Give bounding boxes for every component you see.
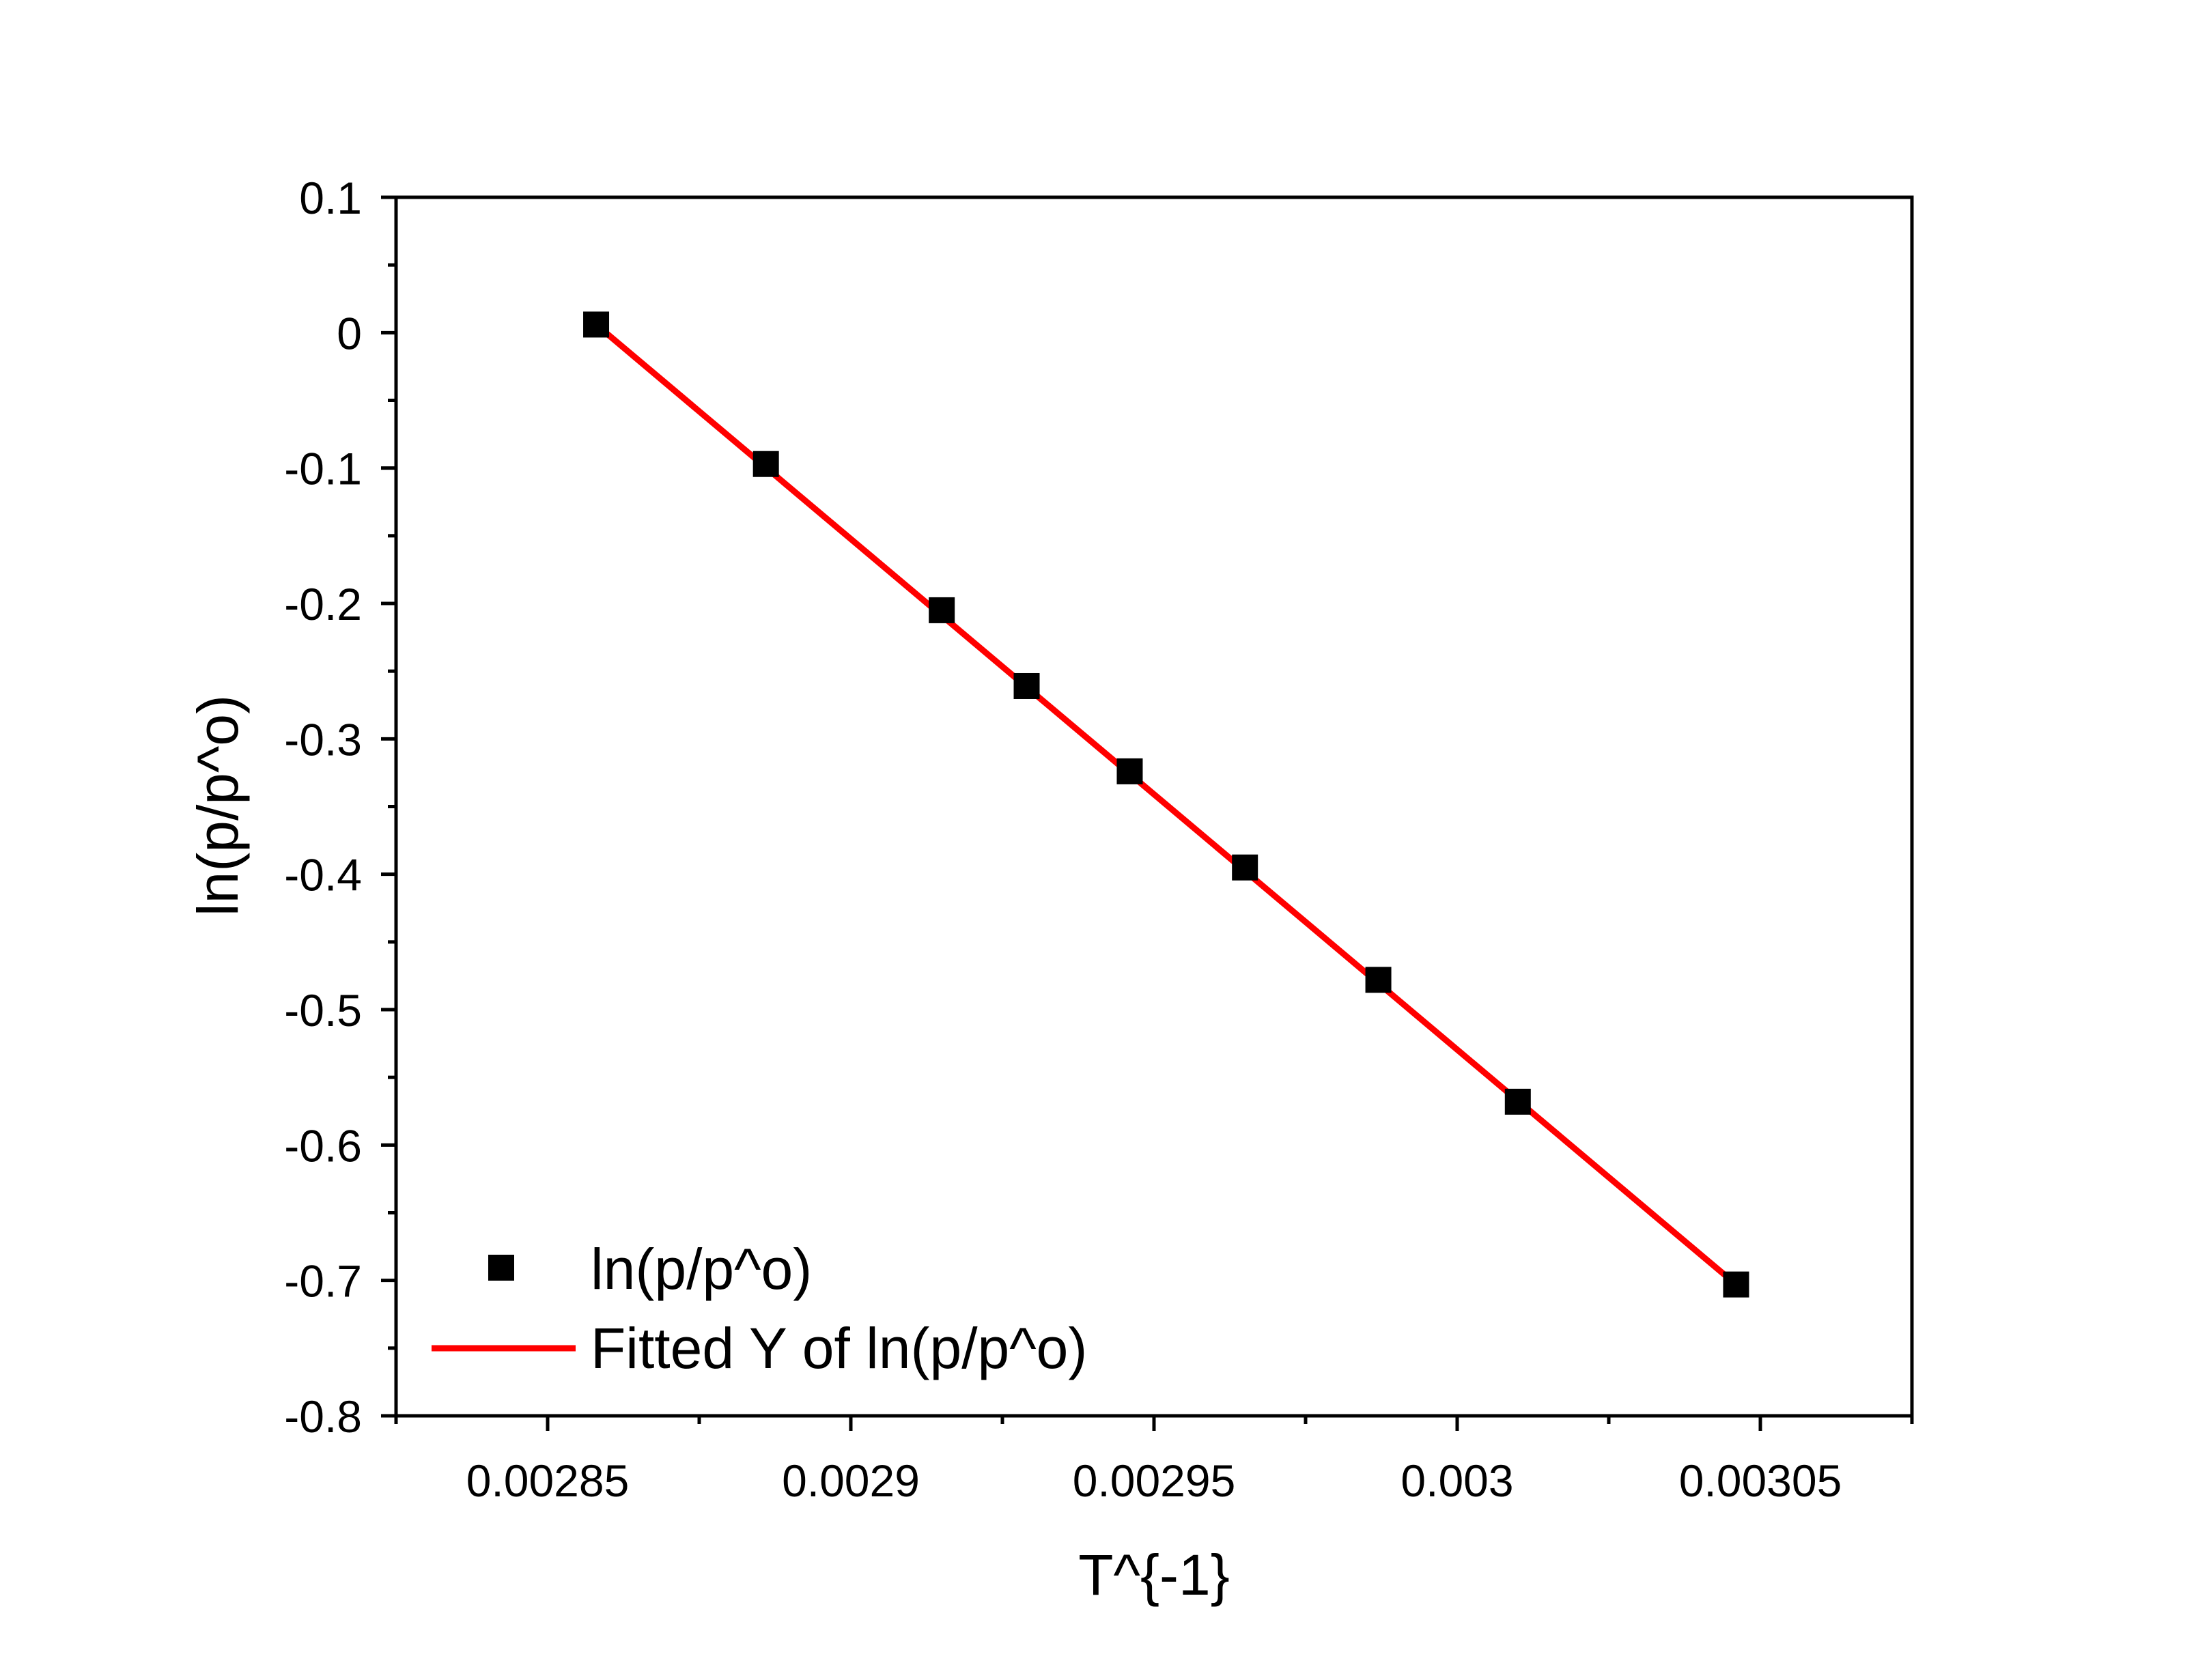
data-point — [752, 451, 779, 477]
plot-frame — [394, 195, 1914, 1418]
y-tick-label: -0.7 — [284, 1256, 362, 1307]
x-tick-label: 0.00305 — [1679, 1455, 1842, 1506]
data-point — [1365, 967, 1392, 993]
points-layer — [583, 311, 1749, 1298]
y-tick-label: -0.8 — [284, 1391, 362, 1442]
x-tick-label: 0.00295 — [1073, 1455, 1236, 1506]
y-tick-label: 0 — [337, 308, 362, 358]
y-axis: 0.1 0 -0.1 -0.2 -0.3 -0.4 -0.5 -0.6 -0.7 -0.8 — [284, 173, 396, 1442]
legend-label-scatter: ln(p/p^o) — [591, 1237, 812, 1301]
y-tick-label: -0.6 — [284, 1120, 362, 1171]
x-axis-label: T^{-1} — [1078, 1543, 1230, 1607]
x-tick-label: 0.0029 — [782, 1455, 920, 1506]
y-tick-label: 0.1 — [299, 173, 362, 223]
data-point — [929, 597, 955, 623]
fit-line — [594, 322, 1738, 1287]
y-tick-label: -0.4 — [284, 850, 362, 900]
legend: ln(p/p^o) Fitted Y of ln(p/p^o) — [432, 1237, 1087, 1380]
y-tick-label: -0.1 — [284, 444, 362, 494]
y-tick-label: -0.2 — [284, 579, 362, 629]
x-axis: 0.00285 0.0029 0.00295 0.003 0.00305 — [394, 1416, 1914, 1506]
data-point — [1232, 854, 1258, 881]
y-tick-label: -0.5 — [284, 985, 362, 1036]
x-tick-label: 0.00285 — [466, 1455, 630, 1506]
data-point — [1116, 758, 1143, 784]
legend-label-fit: Fitted Y of ln(p/p^o) — [591, 1316, 1087, 1380]
fit-line-layer — [594, 322, 1738, 1287]
x-tick-label: 0.003 — [1400, 1455, 1513, 1506]
data-point — [583, 311, 610, 338]
legend-marker-scatter — [488, 1255, 514, 1281]
data-point — [1723, 1271, 1749, 1298]
data-point — [1013, 672, 1040, 699]
data-point — [1504, 1088, 1531, 1115]
y-axis-label: ln(p/p^o) — [186, 695, 250, 916]
y-tick-label: -0.3 — [284, 714, 362, 765]
